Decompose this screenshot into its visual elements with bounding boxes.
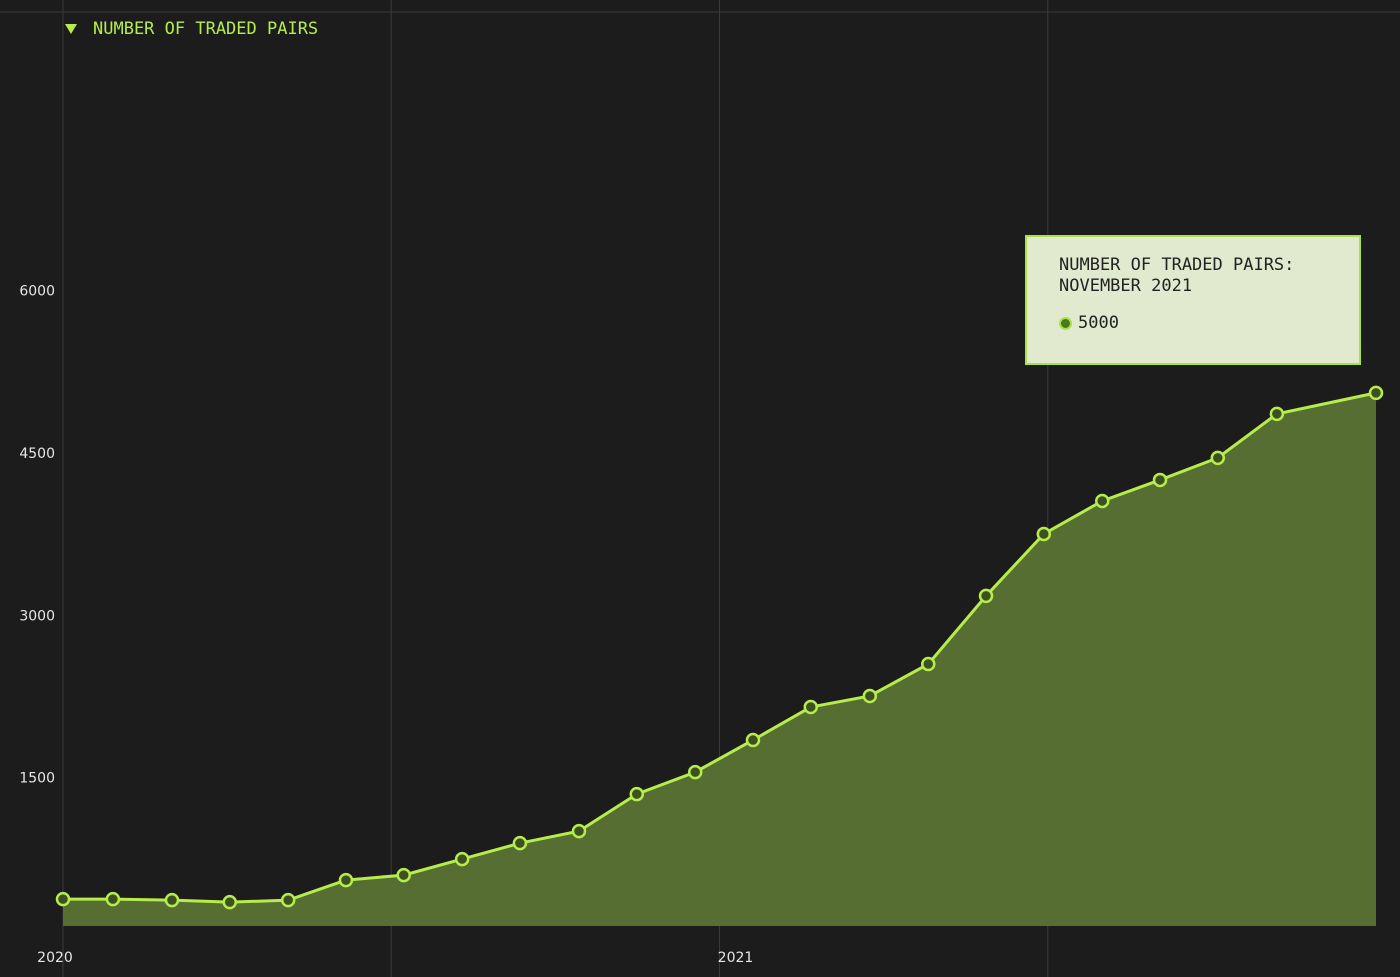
point[interactable]: [1368, 385, 1384, 401]
point[interactable]: [222, 894, 238, 910]
point[interactable]: [745, 732, 761, 748]
point[interactable]: [338, 872, 354, 888]
point[interactable]: [1036, 526, 1052, 542]
point[interactable]: [978, 588, 994, 604]
tooltip-value-row: 5000: [1059, 313, 1359, 334]
y-tick-label: 1500: [19, 771, 55, 787]
tooltip-title: NUMBER OF TRADED PAIRS:: [1059, 255, 1295, 275]
point[interactable]: [454, 851, 470, 867]
tooltip: NUMBER OF TRADED PAIRS: NOVEMBER 2021 50…: [1025, 235, 1361, 365]
point[interactable]: [687, 764, 703, 780]
point[interactable]: [571, 823, 587, 839]
point[interactable]: [55, 891, 71, 907]
legend-marker[interactable]: [65, 24, 77, 34]
y-tick-label: 4500: [19, 446, 55, 462]
point[interactable]: [803, 699, 819, 715]
point[interactable]: [280, 892, 296, 908]
x-tick-label: 2020: [37, 950, 73, 966]
point[interactable]: [629, 786, 645, 802]
point[interactable]: [164, 892, 180, 908]
point[interactable]: [1210, 450, 1226, 466]
point[interactable]: [1269, 406, 1285, 422]
point[interactable]: [862, 688, 878, 704]
point[interactable]: [1152, 472, 1168, 488]
y-tick-label: 6000: [19, 283, 55, 299]
point[interactable]: [1094, 493, 1110, 509]
point[interactable]: [512, 835, 528, 851]
tooltip-date: NOVEMBER 2021: [1059, 276, 1193, 296]
legend-label[interactable]: NUMBER OF TRADED PAIRS: [93, 19, 318, 39]
point[interactable]: [921, 656, 936, 672]
tooltip-dot: [1059, 317, 1072, 330]
tooltip-value: 5000: [1078, 313, 1119, 333]
point[interactable]: [105, 891, 121, 907]
point[interactable]: [396, 867, 411, 883]
y-tick-label: 3000: [19, 608, 55, 624]
x-tick-label: 2021: [718, 950, 754, 966]
area: [63, 392, 1376, 926]
